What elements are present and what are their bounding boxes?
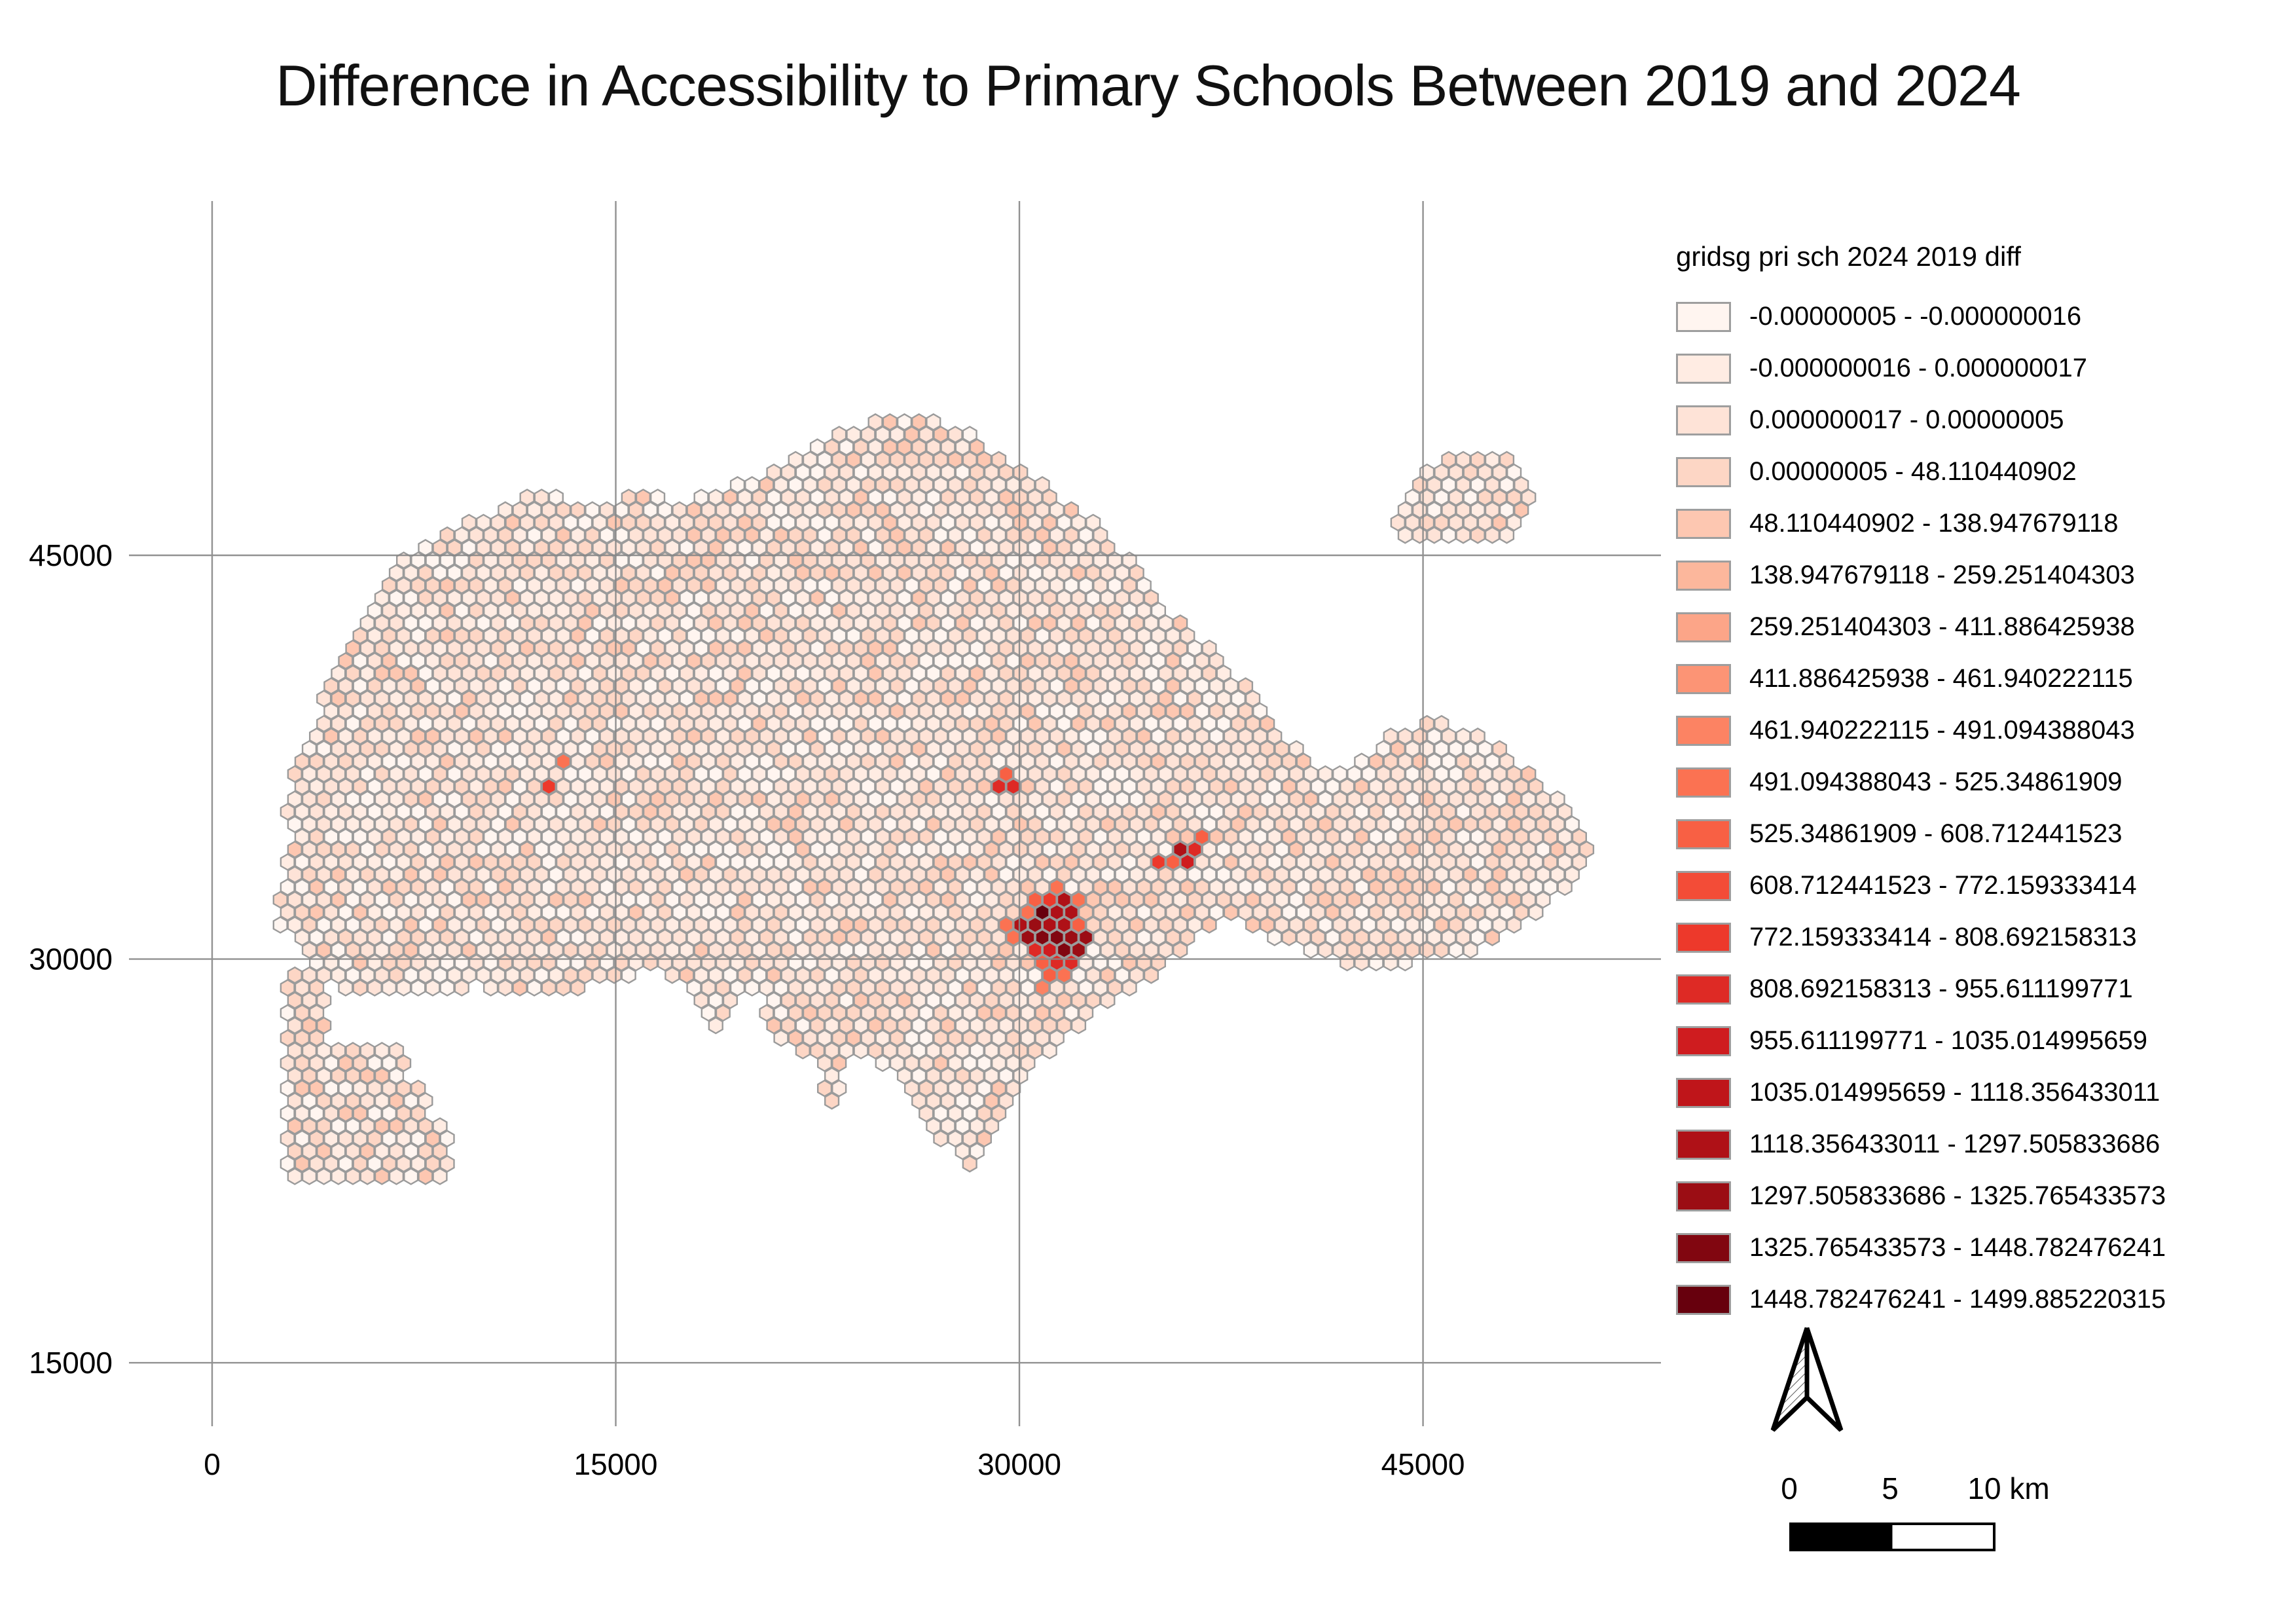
y-tick-label: 45000 — [29, 538, 113, 572]
legend-label: 1448.782476241 - 1499.885220315 — [1749, 1285, 2166, 1314]
legend-label: -0.000000016 - 0.000000017 — [1749, 354, 2088, 382]
legend-label: 48.110440902 - 138.947679118 — [1749, 509, 2119, 538]
legend-swatch — [1676, 560, 1731, 591]
legend-swatch — [1676, 508, 1731, 539]
axis-tick-labels: 0 15000 30000 45000 45000 30000 15000 — [29, 538, 1465, 1481]
legend-item: -0.00000005 - -0.000000016 — [1676, 291, 2166, 342]
legend-swatch — [1676, 301, 1731, 332]
hex-grid — [272, 413, 1595, 1185]
legend-label: 259.251404303 - 411.886425938 — [1749, 612, 2135, 641]
legend-label: 772.159333414 - 808.692158313 — [1749, 923, 2137, 951]
legend-item: 608.712441523 - 772.159333414 — [1676, 860, 2166, 912]
legend-label: 491.094388043 - 525.34861909 — [1749, 767, 2123, 796]
y-tick-label: 30000 — [29, 942, 113, 976]
legend-swatch — [1676, 870, 1731, 901]
legend-swatch — [1676, 405, 1731, 435]
legend-item: 411.886425938 - 461.940222115 — [1676, 653, 2166, 705]
legend-items: -0.00000005 - -0.000000016 -0.000000016 -… — [1676, 291, 2166, 1325]
x-tick-label: 15000 — [574, 1447, 658, 1481]
legend-swatch — [1676, 353, 1731, 384]
legend-item: 0.00000005 - 48.110440902 — [1676, 446, 2166, 498]
legend-label: 1035.014995659 - 1118.356433011 — [1749, 1078, 2160, 1107]
legend-label: 1297.505833686 - 1325.765433573 — [1749, 1181, 2166, 1210]
legend-label: 1325.765433573 - 1448.782476241 — [1749, 1233, 2166, 1262]
legend-swatch — [1676, 715, 1731, 746]
legend-swatch — [1676, 612, 1731, 642]
legend-item: 808.692158313 - 955.611199771 — [1676, 963, 2166, 1015]
legend-swatch — [1676, 1077, 1731, 1108]
scalebar-label-10km: 10 km — [1967, 1471, 2050, 1505]
legend-label: 1118.356433011 - 1297.505833686 — [1749, 1130, 2160, 1158]
legend-label: 525.34861909 - 608.712441523 — [1749, 819, 2123, 848]
x-tick-label: 45000 — [1381, 1447, 1465, 1481]
legend-item: 1297.505833686 - 1325.765433573 — [1676, 1170, 2166, 1222]
legend: gridsg pri sch 2024 2019 diff -0.0000000… — [1676, 241, 2166, 1325]
legend-swatch — [1676, 819, 1731, 849]
legend-swatch — [1676, 767, 1731, 798]
legend-item: 1118.356433011 - 1297.505833686 — [1676, 1118, 2166, 1170]
x-tick-label: 0 — [204, 1447, 221, 1481]
legend-label: 461.940222115 - 491.094388043 — [1749, 716, 2135, 745]
legend-item: 138.947679118 - 259.251404303 — [1676, 549, 2166, 601]
north-arrow-icon — [1770, 1327, 1844, 1432]
legend-item: -0.000000016 - 0.000000017 — [1676, 342, 2166, 394]
legend-label: 411.886425938 - 461.940222115 — [1749, 664, 2133, 693]
legend-item: 461.940222115 - 491.094388043 — [1676, 705, 2166, 756]
legend-label: 955.611199771 - 1035.014995659 — [1749, 1026, 2147, 1055]
legend-swatch — [1676, 456, 1731, 487]
legend-swatch — [1676, 974, 1731, 1005]
legend-label: -0.00000005 - -0.000000016 — [1749, 302, 2082, 331]
legend-item: 491.094388043 - 525.34861909 — [1676, 756, 2166, 808]
scalebar — [1789, 1522, 1995, 1551]
legend-title: gridsg pri sch 2024 2019 diff — [1676, 241, 2021, 272]
legend-item: 1448.782476241 - 1499.885220315 — [1676, 1274, 2166, 1325]
legend-item: 525.34861909 - 608.712441523 — [1676, 808, 2166, 860]
x-tick-label: 30000 — [977, 1447, 1061, 1481]
legend-label: 0.00000005 - 48.110440902 — [1749, 457, 2077, 486]
scalebar-label-5: 5 — [1882, 1471, 1899, 1505]
legend-label: 138.947679118 - 259.251404303 — [1749, 561, 2135, 589]
legend-item: 1035.014995659 - 1118.356433011 — [1676, 1067, 2166, 1118]
legend-item: 772.159333414 - 808.692158313 — [1676, 912, 2166, 963]
legend-item: 48.110440902 - 138.947679118 — [1676, 498, 2166, 549]
scalebar-label-0: 0 — [1781, 1471, 1798, 1505]
legend-item: 1325.765433573 - 1448.782476241 — [1676, 1222, 2166, 1274]
legend-swatch — [1676, 663, 1731, 694]
legend-swatch — [1676, 922, 1731, 953]
legend-label: 608.712441523 - 772.159333414 — [1749, 871, 2137, 900]
legend-swatch — [1676, 1025, 1731, 1056]
legend-item: 0.000000017 - 0.00000005 — [1676, 394, 2166, 446]
legend-item: 955.611199771 - 1035.014995659 — [1676, 1015, 2166, 1067]
legend-swatch — [1676, 1232, 1731, 1263]
legend-item: 259.251404303 - 411.886425938 — [1676, 601, 2166, 653]
legend-label: 808.692158313 - 955.611199771 — [1749, 974, 2133, 1003]
legend-swatch — [1676, 1129, 1731, 1160]
legend-swatch — [1676, 1181, 1731, 1211]
page-title: Difference in Accessibility to Primary S… — [276, 53, 2021, 118]
graticule — [129, 201, 1661, 1426]
legend-label: 0.000000017 - 0.00000005 — [1749, 405, 2064, 434]
legend-swatch — [1676, 1284, 1731, 1315]
y-tick-label: 15000 — [29, 1346, 113, 1380]
